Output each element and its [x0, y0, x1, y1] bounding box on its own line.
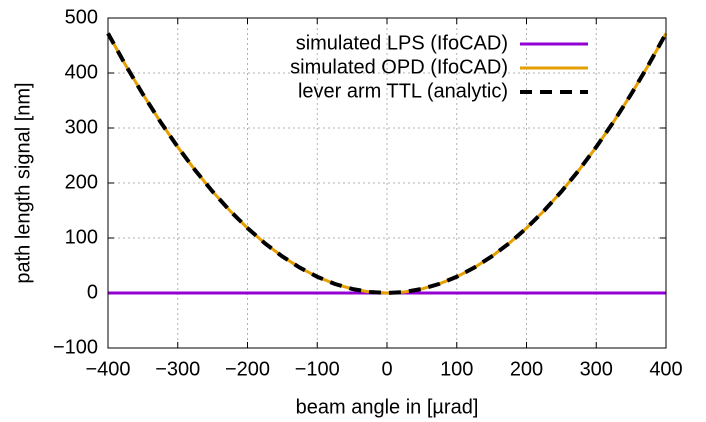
x-tick-label: −100 [295, 358, 340, 380]
plot-frame [107, 17, 667, 349]
x-tick-label: 100 [440, 358, 473, 380]
legend-label: simulated LPS (IfoCAD) [296, 32, 508, 54]
x-tick-label: 200 [510, 358, 543, 380]
x-tick-label: 300 [580, 358, 613, 380]
series-line [106, 32, 668, 296]
legend-label: simulated OPD (IfoCAD) [290, 56, 508, 78]
y-axis-label: path length signal [nm] [12, 82, 34, 283]
x-tick-label: −300 [155, 358, 200, 380]
x-axis-label: beam angle in [µrad] [296, 396, 479, 418]
x-tick-label: 400 [649, 358, 682, 380]
y-tick-label: −100 [53, 336, 98, 358]
y-tick-label: 100 [65, 226, 98, 248]
x-tick-label: −400 [85, 358, 130, 380]
y-tick-label: 0 [87, 281, 98, 303]
x-tick-label: 0 [381, 358, 392, 380]
legend-label: lever arm TTL (analytic) [298, 80, 508, 102]
y-tick-label: 400 [65, 61, 98, 83]
y-tick-label: 300 [65, 116, 98, 138]
y-tick-label: 500 [65, 6, 98, 28]
x-tick-label: −200 [225, 358, 270, 380]
y-tick-label: 200 [65, 171, 98, 193]
